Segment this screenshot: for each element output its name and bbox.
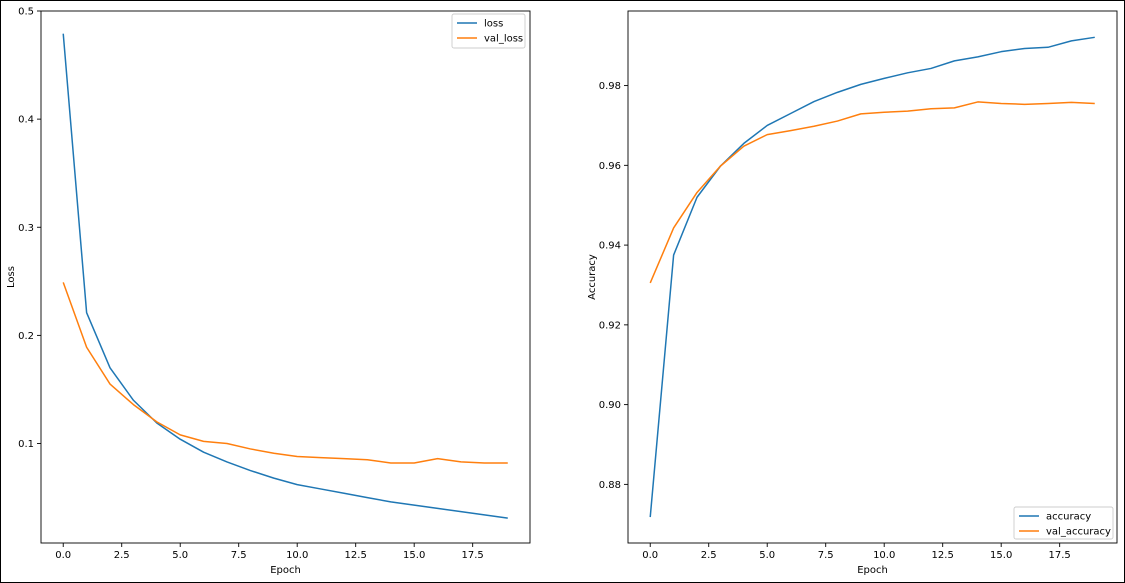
- subplot-2-ytick-label: 0.94: [599, 241, 621, 252]
- subplot-2-legend: accuracy val_accuracy: [1013, 506, 1114, 540]
- subplot-2-axes-frame: [627, 10, 1118, 544]
- subplot-2-series-line-accuracy: [649, 36, 1095, 518]
- subplot-1-series-line-val_loss: [62, 282, 508, 464]
- subplot-1-legend: loss val_loss: [451, 13, 526, 49]
- subplot-1-xtick-label: 15.0: [403, 550, 425, 561]
- subplot-1-ytick-label: 0.4: [18, 115, 34, 126]
- subplot-1-xtick-label: 7.5: [231, 550, 247, 561]
- subplot-1-y-axis-label: Loss: [6, 266, 17, 288]
- subplot-1-legend-label-loss: loss: [484, 19, 503, 30]
- subplot-1-series-line-loss: [62, 33, 508, 519]
- subplot-2-ytick-label: 0.90: [599, 400, 621, 411]
- subplot-2-xtick-label: 15.0: [990, 550, 1012, 561]
- subplot-2: 0.0 2.5 5.0 7.5 10.0 12.5 15.0 17.5 0.88 0.90 0.92…: [587, 10, 1118, 576]
- subplot-2-xtick-label: 7.5: [818, 550, 834, 561]
- subplot-2-x-axis-label: Epoch: [857, 565, 888, 576]
- subplot-2-legend-label-accuracy: accuracy: [1046, 512, 1091, 523]
- subplot-2-y-axis-label: Accuracy: [587, 254, 598, 300]
- subplot-2-legend-label-val_accuracy: val_accuracy: [1046, 527, 1111, 538]
- subplot-1-xtick-label: 10.0: [286, 550, 308, 561]
- subplot-2-xtick-label: 10.0: [873, 550, 895, 561]
- subplot-1-ytick-label: 0.2: [18, 331, 34, 342]
- subplot-2-xtick-label: 2.5: [701, 550, 717, 561]
- subplot-2-ytick-label: 0.88: [599, 480, 621, 491]
- subplot-1-xtick-label: 0.0: [55, 550, 71, 561]
- subplot-1-xtick-label: 17.5: [462, 550, 484, 561]
- subplot-2-ytick-label: 0.96: [599, 161, 621, 172]
- subplot-1-x-axis-label: Epoch: [270, 565, 301, 576]
- subplot-1-ytick-label: 0.1: [18, 439, 34, 450]
- subplot-1-xtick-label: 5.0: [172, 550, 188, 561]
- subplot-1-axes-frame: [40, 10, 531, 544]
- subplot-2-xtick-label: 5.0: [759, 550, 775, 561]
- subplot-2-xtick-label: 0.0: [642, 550, 658, 561]
- subplot-2-xtick-label: 17.5: [1049, 550, 1071, 561]
- subplot-1-ytick-label: 0.3: [18, 223, 34, 234]
- subplot-2-ytick-label: 0.92: [599, 320, 621, 331]
- subplot-1-xtick-label: 2.5: [114, 550, 130, 561]
- subplot-2-series-line-val_accuracy: [649, 101, 1095, 284]
- subplot-2-ytick-label: 0.98: [599, 81, 621, 92]
- subplot-1-xtick-label: 12.5: [345, 550, 367, 561]
- subplot-1-ytick-label: 0.5: [18, 7, 34, 18]
- subplot-1-legend-label-val_loss: val_loss: [484, 34, 523, 45]
- subplot-1: 0.0 2.5 5.0 7.5 10.0 12.5 15.0 17.5 0.1 0.2 0.3 0.4…: [6, 7, 531, 576]
- subplot-2-xtick-label: 12.5: [932, 550, 954, 561]
